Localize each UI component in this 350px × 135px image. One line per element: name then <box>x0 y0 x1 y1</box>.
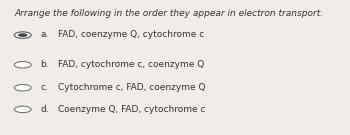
Circle shape <box>18 33 28 37</box>
Circle shape <box>14 85 31 91</box>
Text: d.: d. <box>40 105 49 114</box>
Circle shape <box>14 106 31 113</box>
Text: a.: a. <box>40 30 49 39</box>
Circle shape <box>14 32 31 38</box>
Text: Coenzyme Q, FAD, cytochrome c: Coenzyme Q, FAD, cytochrome c <box>58 105 205 114</box>
Text: Cytochrome c, FAD, coenzyme Q: Cytochrome c, FAD, coenzyme Q <box>58 83 205 92</box>
Text: b.: b. <box>40 60 49 69</box>
Text: Arrange the following in the order they appear in electron transport.: Arrange the following in the order they … <box>14 9 323 18</box>
Circle shape <box>14 62 31 68</box>
Text: FAD, coenzyme Q, cytochrome c: FAD, coenzyme Q, cytochrome c <box>58 30 204 39</box>
Text: c.: c. <box>40 83 48 92</box>
Text: FAD, cytochrome c, coenzyme Q: FAD, cytochrome c, coenzyme Q <box>58 60 204 69</box>
